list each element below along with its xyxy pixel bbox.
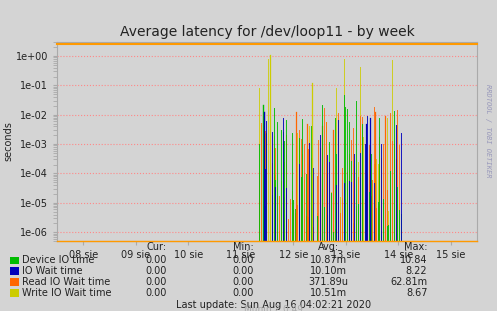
Text: 0.00: 0.00 [146,255,167,265]
Text: 371.89u: 371.89u [308,277,348,287]
Text: RRDTOOL / TOBI OETIKER: RRDTOOL / TOBI OETIKER [485,84,491,177]
Text: 0.00: 0.00 [233,255,254,265]
Text: 10.10m: 10.10m [310,266,346,276]
Text: 10.84: 10.84 [400,255,427,265]
Text: 0.00: 0.00 [233,288,254,298]
Text: Read IO Wait time: Read IO Wait time [22,277,110,287]
Text: 8.22: 8.22 [406,266,427,276]
Text: Cur:: Cur: [147,242,166,252]
Text: Max:: Max: [404,242,427,252]
Text: Device IO time: Device IO time [22,255,94,265]
Text: 0.00: 0.00 [233,266,254,276]
Y-axis label: seconds: seconds [3,122,13,161]
Text: Write IO Wait time: Write IO Wait time [22,288,111,298]
Title: Average latency for /dev/loop11 - by week: Average latency for /dev/loop11 - by wee… [120,26,414,39]
Text: 0.00: 0.00 [233,277,254,287]
Text: 62.81m: 62.81m [390,277,427,287]
Text: 0.00: 0.00 [146,277,167,287]
Text: 10.87m: 10.87m [310,255,346,265]
Text: Last update: Sun Aug 16 04:02:21 2020: Last update: Sun Aug 16 04:02:21 2020 [176,300,371,310]
Text: IO Wait time: IO Wait time [22,266,83,276]
Text: 8.67: 8.67 [406,288,427,298]
Text: Munin 2.0.49: Munin 2.0.49 [244,305,303,311]
Text: 0.00: 0.00 [146,266,167,276]
Text: Min:: Min: [233,242,254,252]
Text: Avg:: Avg: [318,242,338,252]
Text: 10.51m: 10.51m [310,288,346,298]
Text: 0.00: 0.00 [146,288,167,298]
